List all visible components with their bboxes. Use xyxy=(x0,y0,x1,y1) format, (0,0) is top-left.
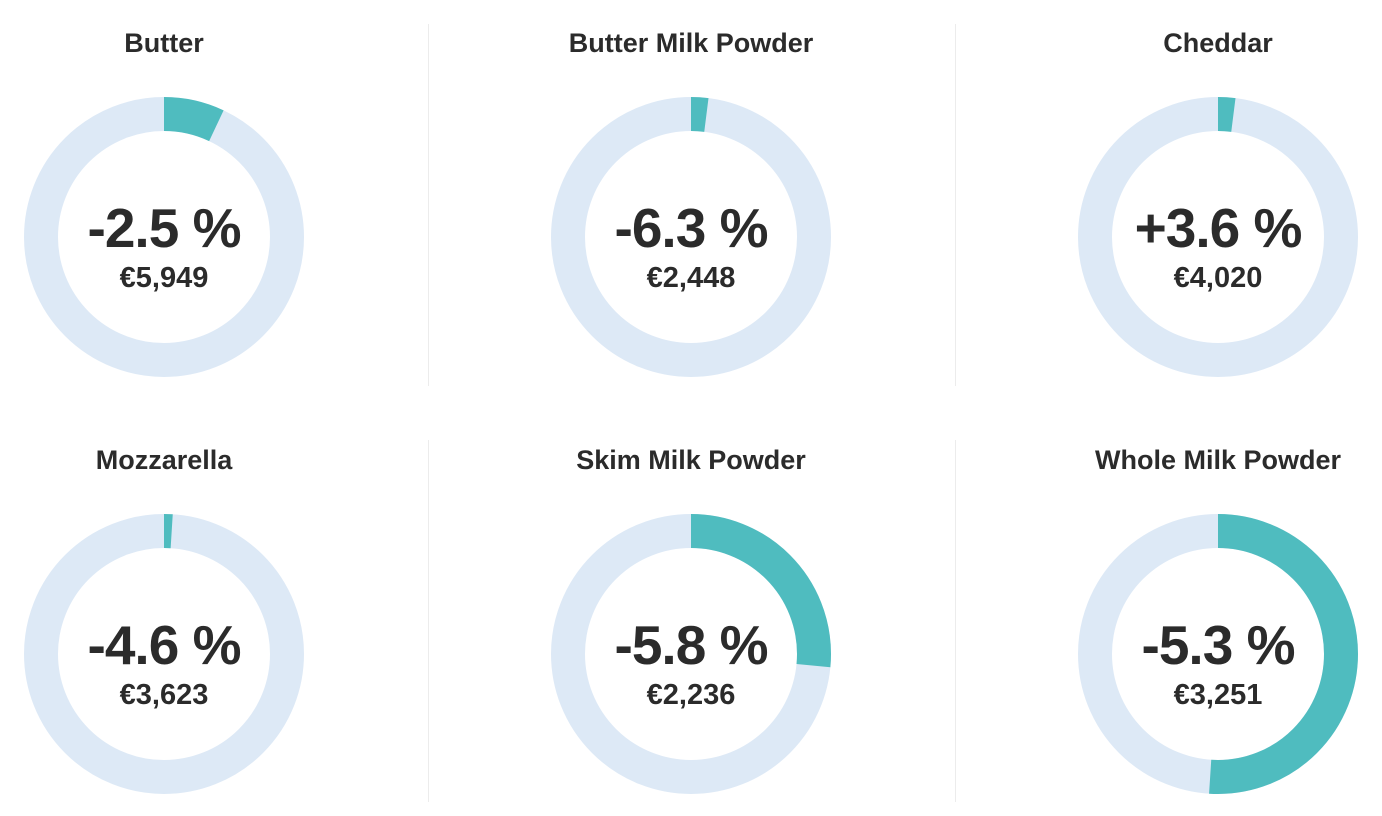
donut-fill-arc xyxy=(24,514,304,794)
donut-svg xyxy=(1078,514,1358,794)
price-value: €3,623 xyxy=(119,679,209,711)
donut-fill-arc xyxy=(1078,514,1358,794)
percent-change: -5.8 % xyxy=(614,614,769,676)
donut-fill-arc xyxy=(1078,97,1358,377)
column-divider xyxy=(428,24,429,386)
column-divider xyxy=(955,440,956,802)
donut-chart: -2.5 % €5,949 xyxy=(24,96,304,378)
percent-change: -5.3 % xyxy=(1141,614,1296,676)
donut-svg xyxy=(24,97,304,377)
product-title: Whole Milk Powder xyxy=(1094,445,1342,475)
product-card-butter: Butter -2.5 % €5,949 xyxy=(14,0,314,390)
donut-fill-arc xyxy=(551,514,831,794)
donut-svg xyxy=(1078,97,1358,377)
price-value: €2,448 xyxy=(646,262,736,294)
product-title: Cheddar xyxy=(1163,28,1273,58)
donut-chart: -5.3 % €3,251 xyxy=(1078,513,1358,795)
percent-change: -6.3 % xyxy=(614,197,769,259)
product-card-whole-milk-powder: Whole Milk Powder -5.3 % €3,251 xyxy=(1068,417,1368,807)
donut-svg xyxy=(24,514,304,794)
percent-change: -2.5 % xyxy=(87,197,242,259)
column-divider xyxy=(428,440,429,802)
product-title: Skim Milk Powder xyxy=(576,445,806,475)
donut-fill-arc xyxy=(24,97,304,377)
product-title: Butter Milk Powder xyxy=(568,28,814,58)
donut-fill-arc xyxy=(551,97,831,377)
column-divider xyxy=(955,24,956,386)
donut-chart: -4.6 % €3,623 xyxy=(24,513,304,795)
donut-chart: +3.6 % €4,020 xyxy=(1078,96,1358,378)
percent-change: -4.6 % xyxy=(87,614,242,676)
product-card-mozzarella: Mozzarella -4.6 % €3,623 xyxy=(14,417,314,807)
donut-chart: -5.8 % €2,236 xyxy=(551,513,831,795)
price-value: €3,251 xyxy=(1173,679,1263,711)
product-card-skim-milk-powder: Skim Milk Powder -5.8 % €2,236 xyxy=(541,417,841,807)
donut-chart: -6.3 % €2,448 xyxy=(551,96,831,378)
product-title: Butter xyxy=(124,28,204,58)
price-value: €2,236 xyxy=(646,679,736,711)
product-card-cheddar: Cheddar +3.6 % €4,020 xyxy=(1068,0,1368,390)
product-title: Mozzarella xyxy=(95,445,233,475)
donut-svg xyxy=(551,514,831,794)
percent-change: +3.6 % xyxy=(1134,197,1303,259)
product-card-butter-milk-powder: Butter Milk Powder -6.3 % €2,448 xyxy=(541,0,841,390)
donut-svg xyxy=(551,97,831,377)
price-value: €5,949 xyxy=(119,262,209,294)
price-value: €4,020 xyxy=(1173,262,1263,294)
